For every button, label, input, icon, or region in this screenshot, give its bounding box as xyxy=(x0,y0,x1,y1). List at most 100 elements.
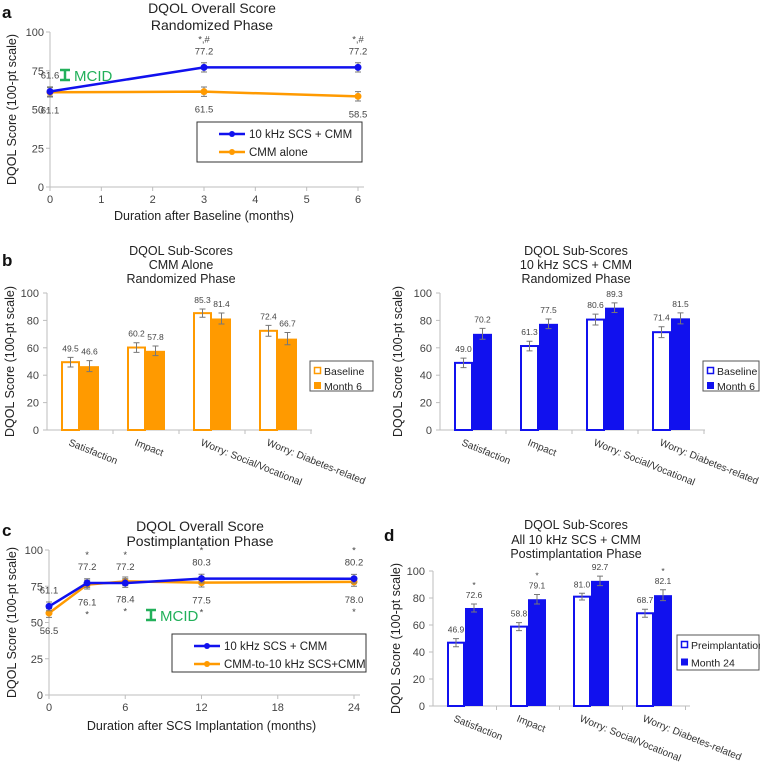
chart-title: DQOL Sub-Scores xyxy=(524,518,628,532)
legend-entry: CMM-to-10 kHz SCS+CMM xyxy=(224,659,366,671)
y-tick-label: 100 xyxy=(21,288,39,300)
data-label: 81.0 xyxy=(574,579,591,589)
x-tick-label: 24 xyxy=(348,702,360,714)
chart-title: Randomized Phase xyxy=(126,272,235,286)
y-tick-label: 20 xyxy=(413,674,425,686)
bar-followup xyxy=(654,595,672,706)
y-tick-label: 60 xyxy=(420,343,432,355)
error-bar xyxy=(284,331,291,346)
chart-title: Postimplantation Phase xyxy=(510,547,641,561)
error-bar xyxy=(67,356,74,368)
data-label: 61.1 xyxy=(41,105,60,116)
data-label: 58.8 xyxy=(511,609,528,619)
legend-entry: Baseline xyxy=(324,366,364,378)
legend-swatch-icon xyxy=(707,382,714,389)
chart-title: All 10 kHz SCS + CMM xyxy=(511,533,641,547)
x-tick-label: 12 xyxy=(195,702,207,714)
bar-baseline xyxy=(573,595,591,708)
error-bar xyxy=(152,345,159,357)
y-tick-label: 50 xyxy=(31,618,43,630)
significance-marker: * xyxy=(598,552,602,562)
bar-followup xyxy=(539,323,558,430)
significance-marker: * xyxy=(535,570,539,580)
legend: 10 kHz SCS + CMM CMM alone xyxy=(196,121,363,163)
data-label: 77.2 xyxy=(349,46,368,57)
legend-swatch-icon xyxy=(681,658,688,666)
legend-entry: 10 kHz SCS + CMM xyxy=(249,129,352,141)
data-label: 68.7 xyxy=(637,595,654,605)
x-axis-label: Duration after SCS Implantation (months) xyxy=(87,719,316,733)
data-point xyxy=(46,88,54,96)
y-axis-label: DQOL Score (100-pt scale) xyxy=(5,547,19,698)
bar-baseline xyxy=(127,346,146,431)
bar-baseline xyxy=(447,641,465,707)
data-label: 72.4 xyxy=(260,311,277,321)
legend-swatch-icon xyxy=(680,640,689,649)
significance-marker: * xyxy=(123,606,127,617)
y-tick-label: 75 xyxy=(32,66,44,78)
data-label: 46.9 xyxy=(448,625,465,635)
legend-entry: Month 6 xyxy=(324,381,362,393)
data-point xyxy=(200,88,208,96)
chart-title: DQOL Overall Score xyxy=(148,0,276,16)
error-bar xyxy=(642,608,648,618)
data-label: 60.2 xyxy=(128,329,145,339)
x-tick-label: 5 xyxy=(304,194,310,206)
category-label: Satisfaction xyxy=(460,438,512,468)
data-point xyxy=(45,602,53,610)
y-tick-label: 0 xyxy=(38,182,44,194)
legend-marker-icon xyxy=(229,149,235,155)
significance-marker: *,# xyxy=(198,34,210,45)
chart-title: 10 kHz SCS + CMM xyxy=(520,258,632,272)
data-label: 77.5 xyxy=(540,305,557,315)
error-bar xyxy=(199,308,206,318)
error-bar xyxy=(86,360,93,373)
error-bar xyxy=(534,593,540,605)
bar-followup xyxy=(278,338,297,430)
panel-label: c xyxy=(2,521,11,540)
legend: 10 kHz SCS + CMM CMM-to-10 kHz SCS+CMM xyxy=(171,633,367,673)
error-bar xyxy=(545,318,552,330)
bar-baseline xyxy=(259,329,278,432)
legend-swatch-icon xyxy=(314,382,321,389)
y-tick-label: 0 xyxy=(419,701,425,713)
x-tick-label: 2 xyxy=(150,194,156,206)
y-axis-label: DQOL Score (100-pt scale) xyxy=(391,286,405,437)
data-label: 49.5 xyxy=(62,343,79,353)
x-tick-label: 0 xyxy=(46,702,52,714)
significance-marker: *,# xyxy=(352,34,364,45)
bar-followup xyxy=(473,333,492,430)
y-tick-label: 60 xyxy=(413,620,425,632)
data-label: 71.4 xyxy=(653,313,670,323)
data-label: 70.2 xyxy=(474,314,491,324)
legend: Preimplantation Month 24 xyxy=(676,634,760,671)
mcid-bar-icon xyxy=(60,68,70,82)
significance-marker: * xyxy=(352,546,356,557)
error-bar xyxy=(660,589,666,602)
data-label: 80.3 xyxy=(192,558,211,569)
data-label: 80.6 xyxy=(587,300,604,310)
error-bar xyxy=(453,638,459,648)
y-tick-label: 40 xyxy=(27,370,39,382)
bar-followup xyxy=(605,307,624,430)
x-tick-label: 18 xyxy=(272,702,284,714)
error-bar xyxy=(677,312,684,325)
y-tick-label: 0 xyxy=(33,425,39,437)
data-label: 57.8 xyxy=(147,332,164,342)
significance-marker: * xyxy=(200,546,204,557)
legend-marker-icon xyxy=(229,131,235,137)
mcid-bar-icon xyxy=(146,608,156,622)
y-tick-label: 50 xyxy=(32,105,44,117)
bar-followup xyxy=(591,580,609,706)
legend-box xyxy=(196,121,363,163)
x-tick-label: 6 xyxy=(355,194,361,206)
legend-entry: 10 kHz SCS + CMM xyxy=(224,641,327,653)
data-label: 77.5 xyxy=(192,596,211,607)
significance-marker: * xyxy=(200,608,204,619)
legend-entry: Baseline xyxy=(717,366,757,378)
error-bar xyxy=(611,302,618,313)
